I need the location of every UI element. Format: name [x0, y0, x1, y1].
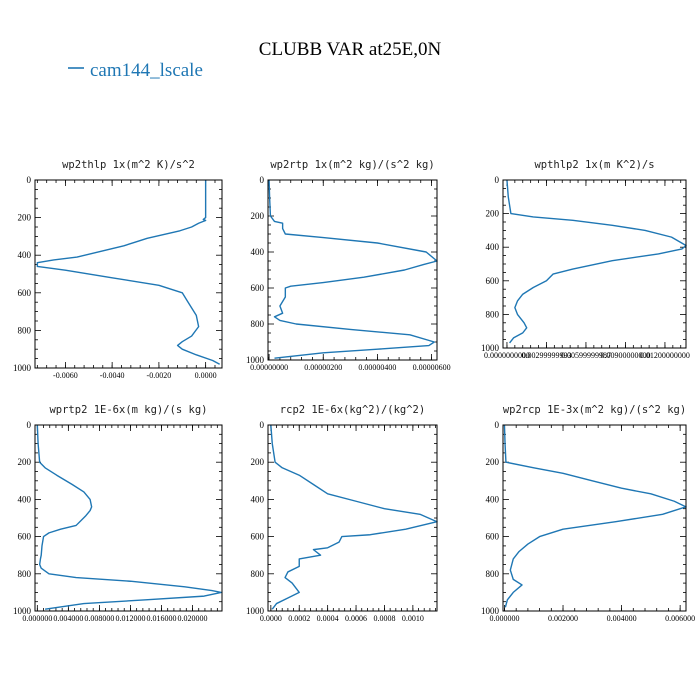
- y-tick-label: 0: [495, 420, 500, 430]
- y-tick-label: 400: [486, 494, 500, 504]
- legend-label: cam144_lscale: [90, 60, 203, 81]
- x-tick-label: 0.012000: [115, 614, 145, 623]
- y-tick-label: 0: [260, 420, 265, 430]
- x-tick-label: 0.00000600: [413, 363, 451, 372]
- x-tick-label: 0.000000: [489, 614, 519, 623]
- y-tick-label: 400: [18, 250, 32, 260]
- x-tick-label: 0.006000: [665, 614, 695, 623]
- x-tick-label: -0.0060: [53, 371, 78, 380]
- y-tick-label: 1000: [246, 355, 265, 365]
- x-tick-label: 0.0000: [195, 371, 217, 380]
- x-tick-label: 0.0000000000: [484, 351, 530, 360]
- plot-frame: [267, 424, 438, 612]
- y-tick-label: 0: [495, 175, 500, 185]
- y-tick-label: 600: [251, 532, 265, 542]
- y-tick-label: 200: [251, 211, 265, 221]
- series-line: [270, 424, 438, 610]
- y-tick-label: 600: [18, 532, 32, 542]
- plot-frame: [502, 424, 687, 612]
- y-tick-label: 600: [486, 532, 500, 542]
- y-tick-label: 800: [251, 569, 265, 579]
- panel-1: wp2thlp 1x(m^2 K)/s^2 0 200 400 600 800 1000 -0…: [13, 159, 223, 380]
- x-tick-label: 0.00299999993: [521, 351, 571, 360]
- panel-4: wprtp2 1E-6x(m kg)/(s kg) 0 200 400 600 800 10…: [13, 404, 223, 623]
- y-tick-label: 400: [18, 494, 32, 504]
- y-tick-label: 200: [486, 457, 500, 467]
- x-tick-label: -0.0020: [147, 371, 172, 380]
- x-tick-label: -0.0040: [100, 371, 125, 380]
- plot-frame: [267, 179, 438, 361]
- panel-title: wpthlp2 1x(m K^2)/s: [534, 159, 654, 171]
- figure-title: CLUBB VAR at25E,0N: [259, 39, 442, 60]
- y-tick-label: 600: [486, 276, 500, 286]
- x-tick-label: 0.01200000000: [640, 351, 690, 360]
- series-line: [268, 179, 438, 359]
- y-tick-label: 200: [251, 457, 265, 467]
- panel-title: wprtp2 1E-6x(m kg)/(s kg): [49, 404, 207, 416]
- y-tick-label: 400: [251, 494, 265, 504]
- x-tick-label: 0.00000200: [304, 363, 342, 372]
- plot-frame: [34, 179, 223, 369]
- y-tick-label: 1000: [246, 606, 265, 616]
- y-tick-label: 800: [251, 319, 265, 329]
- panel-title: rcp2 1E-6x(kg^2)/(kg^2): [280, 404, 425, 416]
- panel-2: wp2rtp 1x(m^2 kg)/(s^2 kg) 0 200 400 600 800 1…: [246, 159, 451, 372]
- x-tick-label: 0.0008: [373, 614, 395, 623]
- y-tick-label: 800: [486, 309, 500, 319]
- y-tick-label: 600: [18, 288, 32, 298]
- x-tick-label: 0.000000: [22, 614, 52, 623]
- panel-title: wp2thlp 1x(m^2 K)/s^2: [62, 159, 195, 171]
- x-tick-label: 0.00000000: [250, 363, 288, 372]
- y-tick-label: 0: [260, 175, 265, 185]
- series-line: [36, 424, 222, 610]
- panel-title: wp2rtp 1x(m^2 kg)/(s^2 kg): [270, 159, 434, 171]
- series-line: [503, 424, 687, 608]
- x-tick-label: 0.002000: [548, 614, 578, 623]
- y-tick-label: 1000: [481, 343, 500, 353]
- series-line: [506, 179, 687, 344]
- x-tick-label: 0.0002: [288, 614, 310, 623]
- panels: wp2thlp 1x(m^2 K)/s^2 0 200 400 600 800 1000 -0…: [13, 159, 695, 623]
- y-tick-label: 0: [27, 175, 32, 185]
- x-tick-label: 0.0000: [260, 614, 282, 623]
- panel-6: wp2rcp 1E-3x(m^2 kg)/(s^2 kg)0 200 400 600 8…: [481, 404, 695, 623]
- x-tick-label: 0.008000: [84, 614, 114, 623]
- y-tick-label: 400: [251, 247, 265, 257]
- panel-5: rcp2 1E-6x(kg^2)/(kg^2) 0 200 400 600 800 1000…: [246, 404, 438, 623]
- x-tick-label: 0.0010: [402, 614, 424, 623]
- y-tick-label: 400: [486, 242, 500, 252]
- y-tick-label: 600: [251, 283, 265, 293]
- y-tick-label: 1000: [13, 606, 32, 616]
- x-tick-label: 0.00599999987: [561, 351, 611, 360]
- x-tick-label: 0.0004: [317, 614, 339, 623]
- x-tick-label: 0.00000400: [358, 363, 396, 372]
- panel-title: wp2rcp 1E-3x(m^2 kg)/(s^2 kg): [503, 404, 686, 416]
- x-tick-label: 0.004000: [607, 614, 637, 623]
- y-tick-label: 0: [27, 420, 32, 430]
- x-tick-label: 0.020000: [178, 614, 208, 623]
- y-tick-label: 800: [18, 325, 32, 335]
- x-tick-label: 0.004000: [53, 614, 83, 623]
- plot-frame: [34, 424, 223, 612]
- y-tick-label: 800: [18, 569, 32, 579]
- y-tick-label: 200: [486, 209, 500, 219]
- y-tick-label: 1000: [13, 363, 32, 373]
- x-tick-label: 0.016000: [146, 614, 176, 623]
- y-tick-label: 200: [18, 457, 32, 467]
- x-tick-label: 0.0006: [345, 614, 367, 623]
- y-tick-label: 200: [18, 213, 32, 223]
- series-line: [36, 180, 220, 365]
- y-tick-label: 800: [486, 569, 500, 579]
- y-tick-label: 1000: [481, 606, 500, 616]
- panel-3: wpthlp2 1x(m K^2)/s020040060080010000.00…: [481, 159, 690, 360]
- x-tick-label: 0.00900000000: [600, 351, 650, 360]
- plot-frame: [502, 179, 687, 349]
